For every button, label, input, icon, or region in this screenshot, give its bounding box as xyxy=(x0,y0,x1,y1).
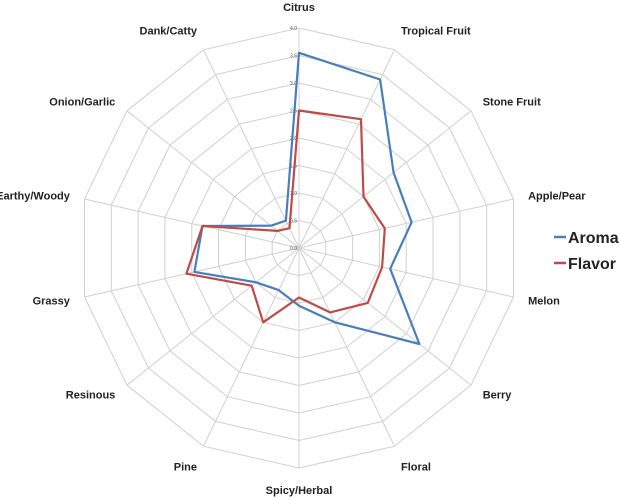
legend: Aroma Flavor xyxy=(554,230,619,273)
r-tick-label: 2.0 xyxy=(290,136,297,142)
r-tick-label: 3.0 xyxy=(290,81,297,87)
legend-label: Aroma xyxy=(568,230,619,247)
category-label: Spicy/Herbal xyxy=(266,485,333,497)
series-flavor-line xyxy=(185,109,386,324)
r-tick-label: 1.0 xyxy=(290,191,297,197)
grid-spoke xyxy=(126,247,300,386)
legend-label: Flavor xyxy=(568,256,616,273)
category-label: Tropical Fruit xyxy=(401,25,471,37)
category-label: Resinous xyxy=(66,390,116,402)
series-layer xyxy=(185,51,421,346)
category-label: Berry xyxy=(483,390,513,402)
category-label: Melon xyxy=(528,295,560,307)
r-tick-label: 4.0 xyxy=(290,26,297,32)
grid-spoke xyxy=(298,247,514,298)
grid-spoke xyxy=(203,49,300,249)
category-label: Floral xyxy=(401,462,431,474)
grid-spoke xyxy=(84,198,300,249)
r-tick-label: 3.5 xyxy=(290,54,297,60)
r-tick-label: 0.0 xyxy=(290,246,297,252)
grid-spoke xyxy=(298,198,514,249)
category-label: Pine xyxy=(174,462,197,474)
category-label: Citrus xyxy=(283,2,315,14)
grid-spoke xyxy=(84,247,300,298)
category-label: Grassy xyxy=(33,295,71,307)
category-label: Stone Fruit xyxy=(483,97,541,109)
category-label: Dank/Catty xyxy=(140,25,198,37)
category-labels: Citrus Tropical Fruit Stone Fruit Apple/Pea… xyxy=(0,2,586,497)
category-label: Onion/Garlic xyxy=(49,97,115,109)
grid-spoke xyxy=(298,247,395,447)
grid-spoke xyxy=(298,247,472,386)
series-aroma-line xyxy=(193,51,421,346)
radar-grid xyxy=(84,27,514,469)
grid-spoke xyxy=(298,110,472,249)
grid-spoke xyxy=(203,247,300,447)
grid-spoke xyxy=(298,49,395,249)
category-label: Apple/Pear xyxy=(528,191,586,203)
r-tick-label: 0.5 xyxy=(290,219,297,225)
category-label: Earthy/Woody xyxy=(0,191,71,203)
